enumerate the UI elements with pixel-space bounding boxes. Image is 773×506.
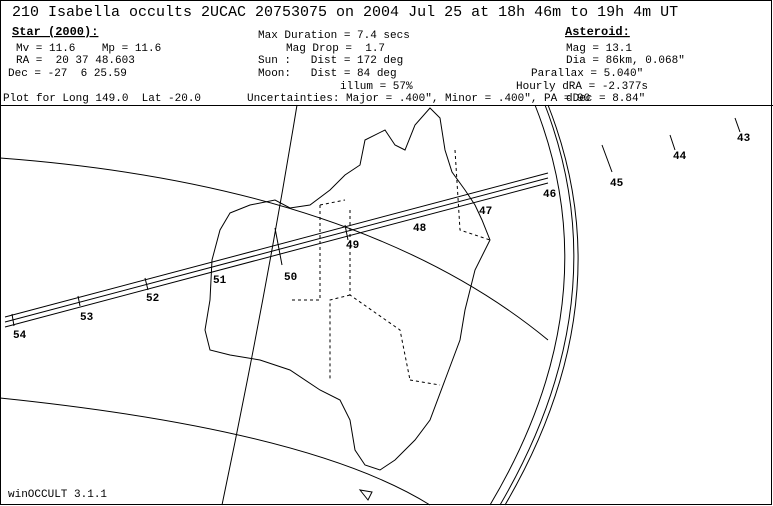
star-heading: Star (2000): <box>12 25 98 39</box>
event-line: Mag Drop = 1.7 <box>286 43 385 55</box>
time-label: 52 <box>146 293 159 305</box>
time-label: 44 <box>673 151 687 163</box>
title: 210 Isabella occults 2UCAC 20753075 on 2… <box>12 4 678 21</box>
star-line: Mv = 11.6 Mp = 11.6 <box>16 43 161 55</box>
asteroid-line: Dia = 86km, 0.068" <box>566 55 685 67</box>
plot-for: Plot for Long 149.0 Lat -20.0 <box>3 93 201 105</box>
asteroid-line: dDec = 8.84" <box>566 93 645 105</box>
asteroid-heading: Asteroid: <box>565 25 630 39</box>
asteroid-line: Parallax = 5.040" <box>531 68 643 80</box>
time-label: 43 <box>737 133 751 145</box>
time-label: 51 <box>213 275 227 287</box>
map: 43 44 45 46 47 48 49 50 51 52 53 54 <box>0 104 751 506</box>
time-label: 45 <box>610 178 624 190</box>
uncertainties: Uncertainties: Major = .400", Minor = .4… <box>247 93 590 105</box>
time-label: 47 <box>479 206 492 218</box>
star-line: Dec = -27 6 25.59 <box>8 68 127 80</box>
time-label: 48 <box>413 223 427 235</box>
time-label: 50 <box>284 272 297 284</box>
asteroid-line: Hourly dRA = -2.377s <box>516 81 648 93</box>
time-label: 53 <box>80 312 94 324</box>
event-line: Sun : Dist = 172 deg <box>258 55 403 67</box>
event-line: Moon: Dist = 84 deg <box>258 68 397 80</box>
footer: winOCCULT 3.1.1 <box>8 489 107 501</box>
event-line: Max Duration = 7.4 secs <box>258 30 410 42</box>
asteroid-line: Mag = 13.1 <box>566 43 632 55</box>
star-line: RA = 20 37 48.603 <box>16 55 135 67</box>
time-label: 46 <box>543 189 556 201</box>
time-label: 49 <box>346 240 359 252</box>
event-line: illum = 57% <box>340 81 413 93</box>
time-label: 54 <box>13 330 27 342</box>
